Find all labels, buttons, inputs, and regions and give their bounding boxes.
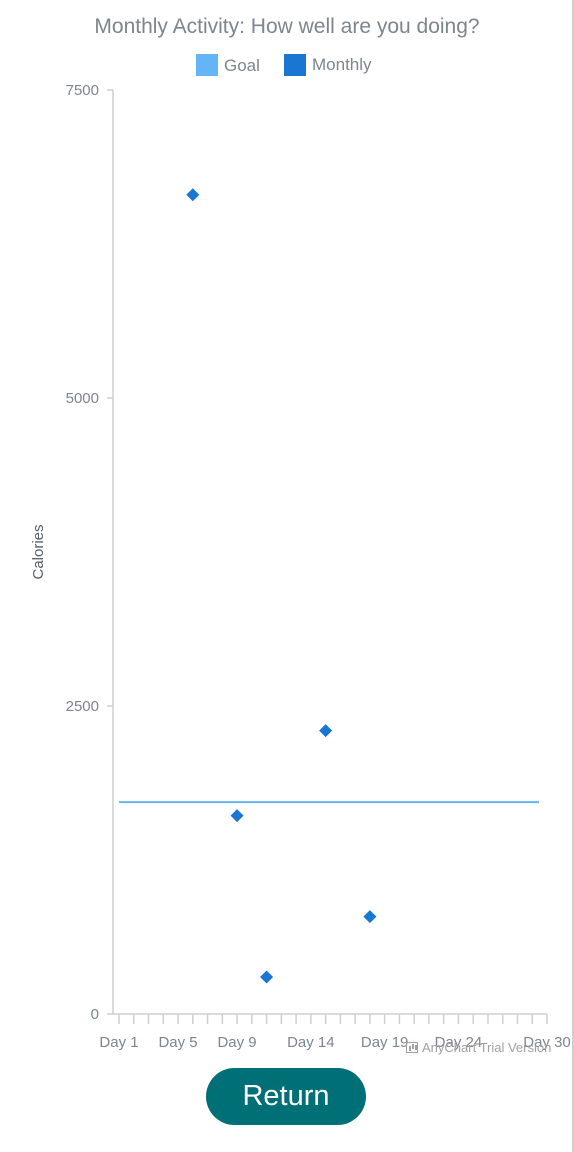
monthly-point: [319, 724, 332, 737]
y-axis: 7500 5000 2500 0: [66, 82, 113, 1023]
plot-area: [119, 188, 539, 983]
legend-item-monthly[interactable]: Monthly: [284, 54, 372, 76]
legend-goal-swatch: [196, 54, 218, 76]
x-tick-label: Day 1: [99, 1034, 138, 1051]
y-tick-label: 7500: [66, 82, 99, 99]
monthly-point: [260, 971, 273, 984]
chart-title: Monthly Activity: How well are you doing…: [94, 15, 479, 38]
monthly-point: [186, 188, 199, 201]
credits-text: AnyChart Trial Version: [422, 1040, 551, 1055]
y-tick-label: 5000: [66, 390, 99, 407]
chart-logo-icon: [406, 1042, 418, 1053]
y-tick-label: 2500: [66, 698, 99, 715]
monthly-point: [363, 910, 376, 923]
legend-monthly-swatch: [284, 54, 306, 76]
monthly-point: [231, 809, 244, 822]
x-tick-label: Day 14: [287, 1034, 335, 1051]
x-tick-label: Day 19: [361, 1034, 409, 1051]
x-tick-label: Day 5: [158, 1034, 197, 1051]
legend-goal-label: Goal: [224, 56, 260, 75]
legend-item-goal[interactable]: Goal: [196, 54, 260, 76]
legend: Goal Monthly: [196, 54, 372, 76]
x-tick-label: Day 9: [217, 1034, 256, 1051]
y-axis-title: Calories: [30, 524, 47, 579]
legend-monthly-label: Monthly: [312, 55, 372, 74]
y-tick-label: 0: [91, 1006, 99, 1023]
return-button[interactable]: Return: [206, 1068, 366, 1125]
chart: Monthly Activity: How well are you doing…: [0, 0, 574, 1060]
chart-credits[interactable]: AnyChart Trial Version: [406, 1040, 551, 1055]
